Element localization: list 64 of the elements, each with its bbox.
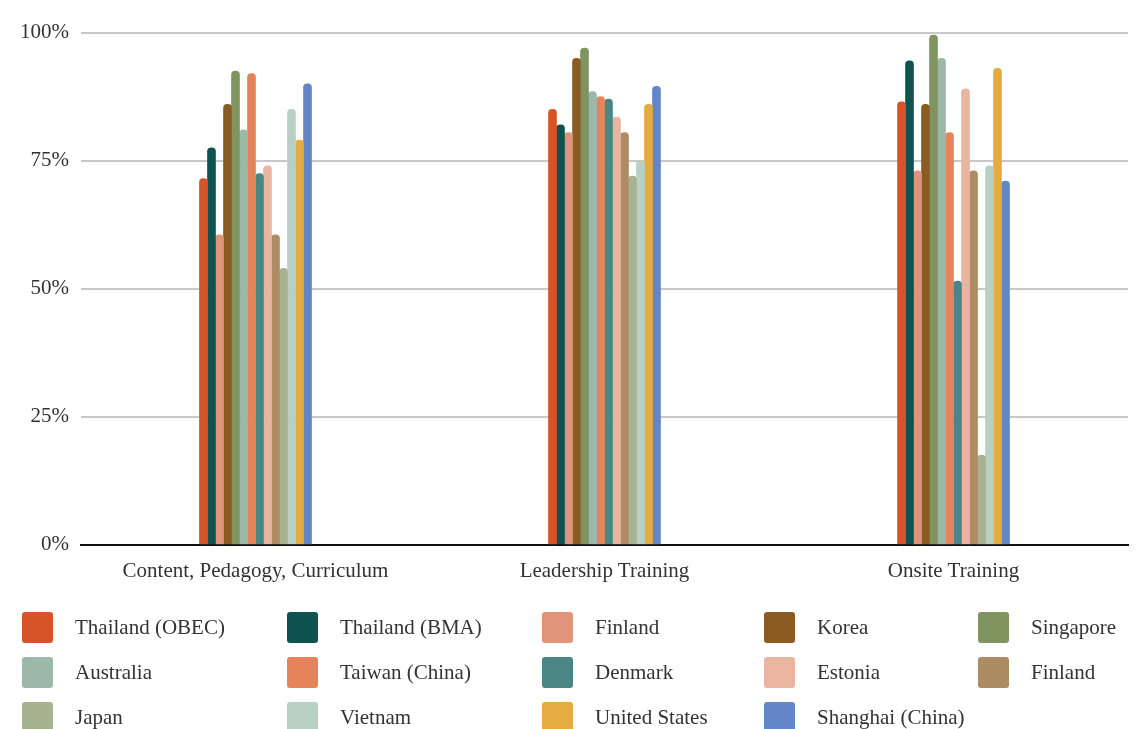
legend-label: Shanghai (China) [817, 705, 965, 729]
bar [239, 129, 248, 545]
bar [247, 73, 256, 545]
y-tick-label: 100% [19, 19, 69, 44]
bar [905, 60, 914, 545]
bar [255, 173, 264, 545]
bar [969, 170, 978, 545]
x-tick-label: Content, Pedagogy, Curriculum [122, 557, 389, 582]
bar [993, 68, 1002, 545]
bar [897, 101, 906, 545]
bar [223, 103, 232, 545]
legend-label: Thailand (OBEC) [75, 615, 225, 640]
legend-label: Vietnam [340, 705, 412, 729]
bar [580, 47, 589, 545]
y-tick-label: 25% [30, 403, 69, 428]
bar [961, 88, 970, 545]
legend-label: Japan [75, 705, 123, 729]
bar [199, 178, 208, 545]
legend-label: Singapore [1031, 615, 1117, 640]
legend-label: Estonia [817, 660, 880, 685]
bar [628, 175, 637, 545]
bar [636, 160, 645, 545]
bar [1001, 180, 1010, 545]
bar [652, 86, 661, 545]
bar [556, 124, 565, 545]
legend-label: Korea [817, 615, 869, 640]
bar [604, 98, 613, 545]
legend-label: Taiwan (China) [340, 660, 471, 685]
bar [620, 132, 629, 545]
bar [303, 83, 312, 545]
bar [921, 103, 930, 545]
bar [953, 280, 962, 545]
bar [985, 165, 994, 545]
bar [215, 234, 224, 545]
bar [295, 139, 304, 545]
bar [231, 70, 240, 545]
y-tick-label: 75% [30, 147, 69, 172]
legend-label: United States [595, 705, 708, 729]
bar [287, 109, 296, 545]
bar [207, 147, 216, 545]
legend-label: Thailand (BMA) [340, 615, 482, 640]
legend-label: Finland [595, 615, 660, 640]
bar [564, 132, 573, 545]
bar [588, 91, 597, 545]
bar [929, 34, 938, 545]
bar [572, 57, 581, 545]
bar [596, 96, 605, 545]
legend-label: Finland [1031, 660, 1096, 685]
bar [977, 454, 986, 545]
bar [644, 103, 653, 545]
bar [937, 57, 946, 545]
y-tick-label: 50% [30, 275, 69, 300]
legend-label: Denmark [595, 660, 674, 685]
bar [612, 116, 621, 545]
bar [271, 234, 280, 545]
legend-label: Australia [75, 660, 152, 685]
x-tick-label: Onsite Training [887, 557, 1020, 582]
x-tick-label: Leadership Training [519, 557, 690, 582]
y-tick-label: 0% [40, 531, 69, 556]
bar [548, 109, 557, 545]
bar [263, 165, 272, 545]
bar [945, 132, 954, 545]
bar [913, 170, 922, 545]
bar [279, 267, 288, 545]
